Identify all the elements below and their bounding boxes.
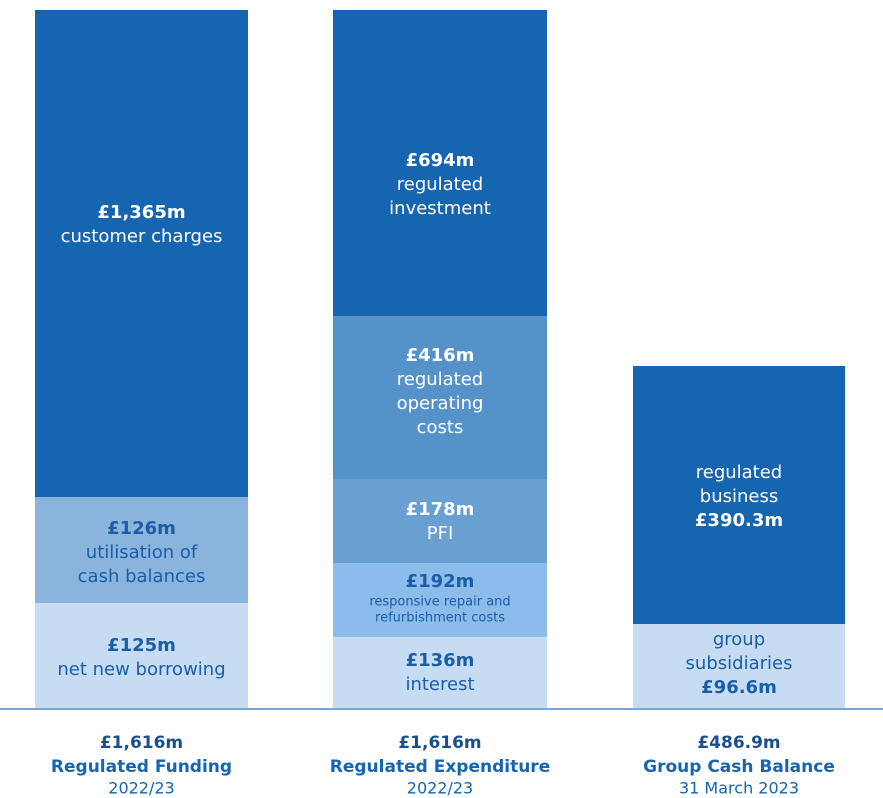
segment-amount: £390.3m	[695, 510, 783, 531]
segment-amount: £136m	[406, 650, 475, 671]
segment-label: interest	[405, 674, 474, 695]
segment-amount: £416m	[406, 345, 475, 366]
column-name: Regulated Funding	[51, 757, 232, 777]
column-name: Group Cash Balance	[643, 757, 835, 777]
segment-label: net new borrowing	[57, 659, 225, 680]
segment-amount: £178m	[406, 499, 475, 520]
segment-label: refurbishment costs	[375, 611, 505, 626]
column-period: 2022/23	[407, 779, 473, 798]
segment	[35, 497, 248, 603]
segment	[333, 563, 547, 637]
segment-label: costs	[417, 417, 464, 438]
segment-label: cash balances	[78, 566, 206, 587]
segment	[333, 479, 547, 563]
segment-label: investment	[389, 198, 491, 219]
segment-label: regulated	[397, 369, 484, 390]
column-name: Regulated Expenditure	[330, 757, 550, 777]
segment-label: operating	[397, 393, 484, 414]
segment-label: business	[700, 486, 778, 507]
segment	[333, 637, 547, 708]
segment-label: utilisation of	[86, 542, 198, 563]
segment	[633, 366, 845, 624]
segment-amount: £126m	[107, 518, 176, 539]
column-total: £1,616m	[100, 733, 183, 753]
segment	[633, 624, 845, 708]
segment-label: PFI	[427, 523, 454, 544]
column-period: 31 March 2023	[679, 779, 799, 798]
segment-label: responsive repair and	[369, 595, 510, 610]
segment-amount: £1,365m	[97, 202, 185, 223]
segment-amount: £694m	[406, 150, 475, 171]
segment-label: group	[713, 629, 765, 650]
segment-amount: £96.6m	[701, 677, 777, 698]
column-total: £1,616m	[398, 733, 481, 753]
segment	[333, 10, 547, 316]
segment-label: customer charges	[61, 226, 223, 247]
segment	[333, 316, 547, 479]
segment-label: regulated	[397, 174, 484, 195]
segment-label: subsidiaries	[686, 653, 793, 674]
segment-amount: £125m	[107, 635, 176, 656]
column-total: £486.9m	[697, 733, 780, 753]
segment	[35, 10, 248, 497]
segment-amount: £192m	[406, 571, 475, 592]
column-period: 2022/23	[108, 779, 174, 798]
segment-label: regulated	[696, 462, 783, 483]
segment	[35, 603, 248, 708]
